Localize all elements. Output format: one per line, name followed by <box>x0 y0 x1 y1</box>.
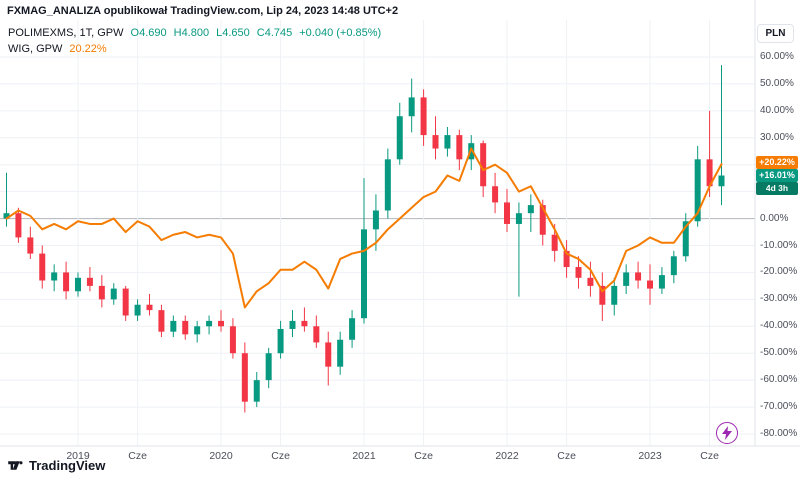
lightning-icon <box>722 426 732 440</box>
compare-value: 20.22% <box>69 43 107 55</box>
bar-countdown-label: 4d 3h <box>756 182 798 195</box>
tradingview-logo-text: TradingView <box>29 458 106 473</box>
attribution-text: FXMAG_ANALIZA opublikował TradingView.co… <box>7 5 399 17</box>
wig-price-label: +20.22% <box>756 156 798 169</box>
ohlc-high: H4.800 <box>173 27 210 39</box>
ohlc-open: O4.690 <box>130 27 167 39</box>
ohlc-low: L4.650 <box>216 27 250 39</box>
tradingview-logo[interactable]: TradingView <box>7 457 105 474</box>
symbol-change: +0.040 (+0.85%) <box>299 27 382 39</box>
compare-title: WIG, GPW <box>8 43 63 55</box>
currency-button[interactable]: PLN <box>757 24 794 43</box>
ohlc-close: C4.745 <box>256 27 293 39</box>
tradingview-logo-icon <box>8 461 23 470</box>
symbol-price-label: +16.01% <box>756 169 798 182</box>
compare-legend-row[interactable]: WIG, GPW 20.22% <box>8 41 381 57</box>
chart-legend: POLIMEXMS, 1T, GPW O4.690 H4.800 L4.650 … <box>8 25 381 57</box>
symbol-title: POLIMEXMS, 1T, GPW <box>8 27 124 39</box>
symbol-legend-row[interactable]: POLIMEXMS, 1T, GPW O4.690 H4.800 L4.650 … <box>8 25 381 41</box>
quick-trade-button[interactable] <box>716 422 738 444</box>
